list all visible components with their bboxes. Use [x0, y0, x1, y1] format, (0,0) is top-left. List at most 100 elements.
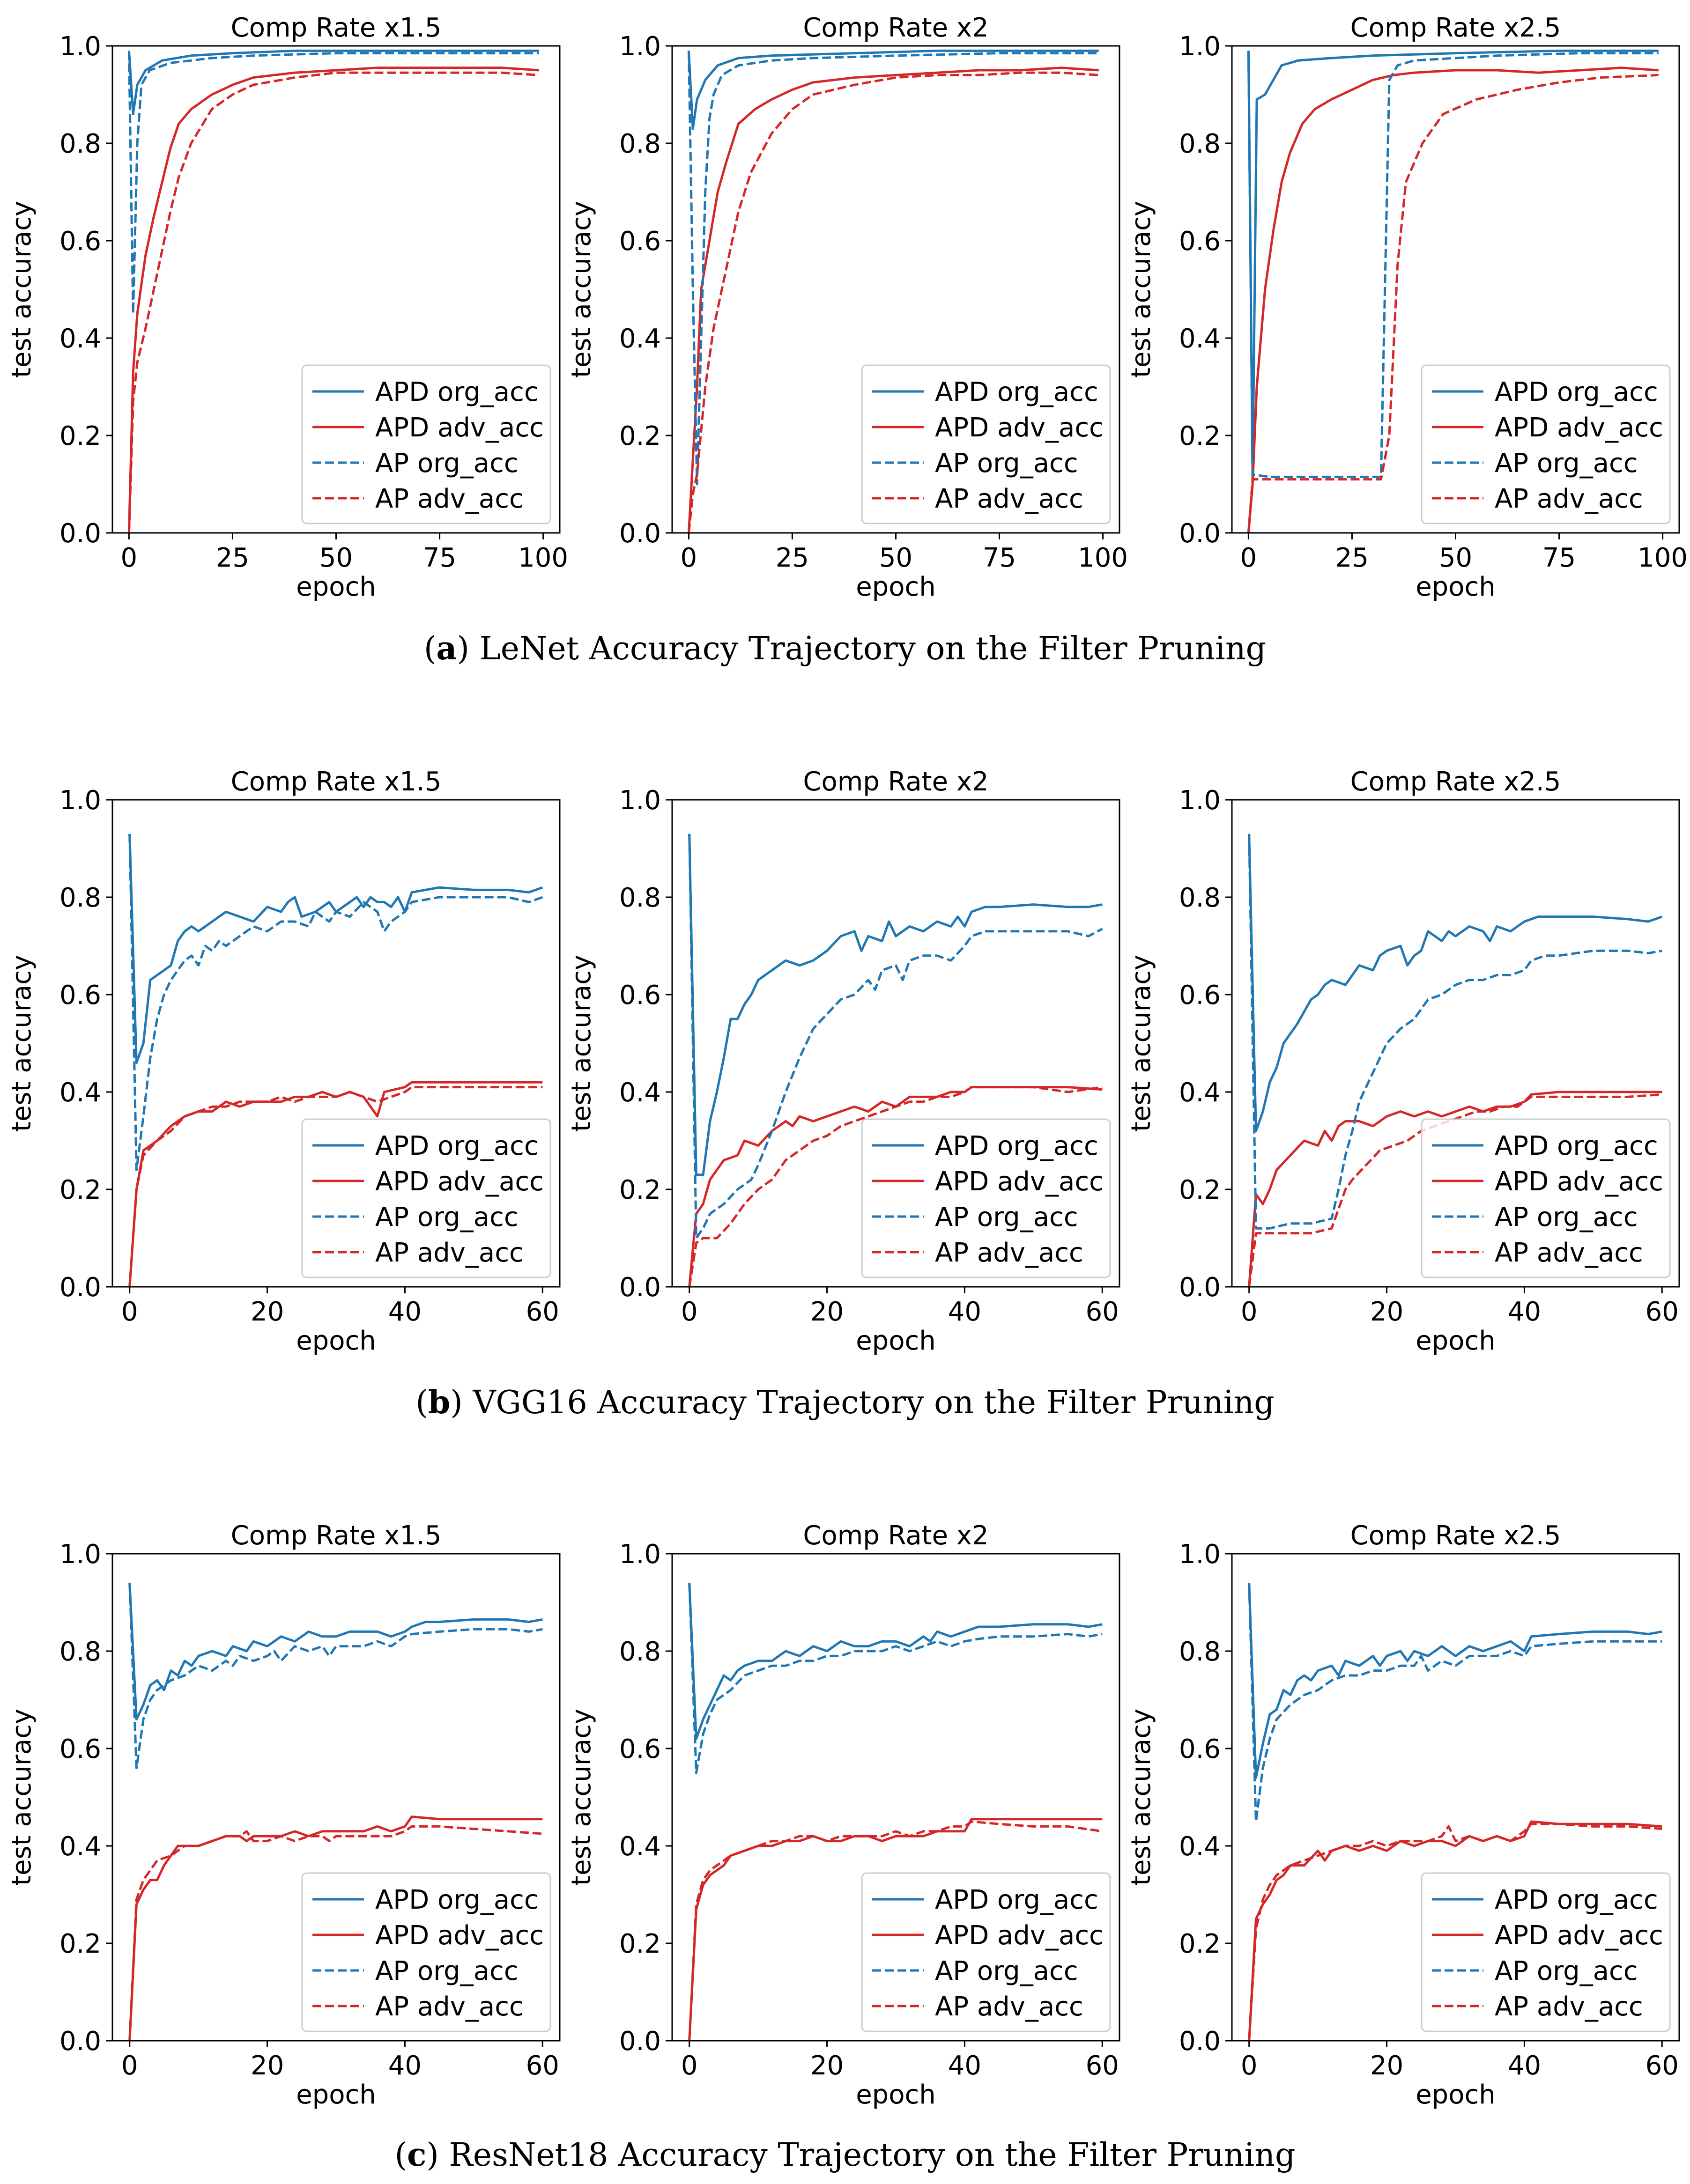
- axes-frame: [1231, 799, 1680, 1288]
- y-tick-label: 1.0: [619, 785, 661, 816]
- legend: APD org_acc APD adv_acc AP org_acc AP adv_a…: [861, 1872, 1111, 2032]
- x-tick-label: 40: [1508, 2051, 1541, 2081]
- y-tick-label: 0.8: [619, 1637, 661, 1667]
- legend-label: APD adv_acc: [375, 413, 544, 443]
- legend-label: AP org_acc: [935, 1956, 1078, 1986]
- y-tick-label: 0.0: [619, 2026, 661, 2057]
- chart-panel-6: 0 20 40 60 0.0 0.2 0.4 0.6 0.8 1.0 Comp Rate x2.5 e…: [1126, 767, 1680, 1356]
- series-line-apd-adv-acc: [1247, 66, 1659, 533]
- y-tick-label: 0.6: [59, 980, 101, 1011]
- y-tick-label: 0.6: [1179, 1734, 1221, 1764]
- x-axis-label: epoch: [856, 2080, 936, 2110]
- y-tick-label: 0.8: [59, 883, 101, 913]
- series-group: [128, 834, 543, 1287]
- y-tick-label: 0.4: [59, 1077, 101, 1108]
- y-tick-label: 0.6: [619, 226, 661, 257]
- legend-label: APD org_acc: [375, 1131, 539, 1161]
- y-tick-label: 0.2: [1179, 1175, 1221, 1205]
- legend-label: AP adv_acc: [935, 1992, 1083, 2022]
- legend-label: AP org_acc: [375, 1956, 519, 1986]
- legend: APD org_acc APD adv_acc AP org_acc AP adv_a…: [861, 364, 1111, 524]
- series-line-apd-org-acc: [127, 49, 539, 116]
- legend-label: APD adv_acc: [1495, 1166, 1663, 1197]
- chart-title: Comp Rate x1.5: [231, 13, 442, 43]
- series-line-ap-adv-acc: [688, 1820, 1103, 2041]
- series-line-ap-org-acc: [128, 834, 543, 1171]
- y-tick-label: 0.8: [1179, 883, 1221, 913]
- chart-title: Comp Rate x1.5: [231, 1520, 442, 1551]
- chart-panel-9: 0 20 40 60 0.0 0.2 0.4 0.6 0.8 1.0 Comp Rate x2.5 e…: [1126, 1520, 1680, 2110]
- x-tick-label: 40: [1508, 1297, 1541, 1327]
- x-axis-label: epoch: [1416, 2080, 1496, 2110]
- y-tick-label: 0.0: [619, 1272, 661, 1303]
- series-line-ap-org-acc: [128, 1583, 543, 1770]
- legend-label: APD org_acc: [1495, 1131, 1658, 1161]
- legend-label: AP adv_acc: [375, 484, 524, 514]
- x-tick-label: 50: [319, 543, 353, 573]
- chart-title: Comp Rate x2.5: [1350, 767, 1561, 797]
- series-line-ap-org-acc: [687, 51, 1099, 486]
- y-tick-label: 1.0: [1179, 1539, 1221, 1570]
- y-tick-label: 0.0: [59, 2026, 101, 2057]
- x-tick-label: 0: [1241, 1297, 1258, 1327]
- axes-frame: [1231, 1553, 1680, 2042]
- x-tick-label: 60: [526, 2051, 559, 2081]
- legend-label: APD adv_acc: [375, 1166, 544, 1197]
- series-group: [1247, 49, 1659, 533]
- series-line-apd-org-acc: [687, 49, 1099, 130]
- y-tick-label: 0.6: [1179, 226, 1221, 257]
- y-tick-label: 1.0: [1179, 785, 1221, 816]
- caption-a: (a) LeNet Accuracy Trajectory on the Fil…: [423, 630, 1267, 667]
- y-tick-label: 0.8: [619, 883, 661, 913]
- legend: APD org_acc APD adv_acc AP org_acc AP adv_a…: [301, 1872, 551, 2032]
- series-line-ap-adv-acc: [688, 1086, 1103, 1287]
- chart-title: Comp Rate x2: [803, 767, 988, 797]
- x-tick-label: 0: [681, 1297, 698, 1327]
- legend-label: APD adv_acc: [1495, 413, 1663, 443]
- x-tick-label: 60: [1086, 2051, 1119, 2081]
- legend-label: AP org_acc: [1495, 1956, 1638, 1986]
- series-line-ap-org-acc: [688, 834, 1103, 1240]
- series-line-apd-org-acc: [688, 834, 1103, 1176]
- series-line-apd-adv-acc: [128, 1815, 543, 2041]
- y-tick-label: 0.8: [1179, 1637, 1221, 1667]
- y-tick-label: 0.2: [59, 1929, 101, 1959]
- chart-panel-7: 0 20 40 60 0.0 0.2 0.4 0.6 0.8 1.0 Comp Rate x1.5 e…: [7, 1520, 561, 2110]
- legend-label: AP adv_acc: [1495, 484, 1643, 514]
- x-tick-label: 100: [1078, 543, 1128, 573]
- legend-label: APD adv_acc: [1495, 1920, 1663, 1951]
- legend-label: APD org_acc: [935, 1131, 1098, 1161]
- y-axis-label: test accuracy: [7, 201, 37, 378]
- legend-label: APD org_acc: [375, 377, 539, 407]
- x-tick-label: 20: [1370, 1297, 1403, 1327]
- y-tick-label: 0.0: [619, 518, 661, 549]
- y-tick-label: 0.0: [1179, 1272, 1221, 1303]
- legend-label: AP adv_acc: [935, 1238, 1083, 1268]
- series-group: [127, 49, 539, 533]
- legend-box: [861, 1872, 1111, 2032]
- legend-label: AP adv_acc: [375, 1238, 524, 1268]
- legend-label: APD org_acc: [1495, 377, 1658, 407]
- legend-box: [861, 364, 1111, 524]
- legend-label: APD org_acc: [375, 1885, 539, 1915]
- chart-title: Comp Rate x2.5: [1350, 13, 1561, 43]
- legend-label: AP org_acc: [375, 1202, 519, 1232]
- y-tick-label: 0.8: [1179, 129, 1221, 159]
- y-tick-label: 0.2: [619, 421, 661, 451]
- legend: APD org_acc APD adv_acc AP org_acc AP adv_a…: [1421, 364, 1671, 524]
- chart-title: Comp Rate x1.5: [231, 767, 442, 797]
- y-tick-label: 1.0: [59, 785, 101, 816]
- y-tick-label: 0.6: [59, 1734, 101, 1764]
- x-tick-label: 100: [518, 543, 568, 573]
- legend-label: APD adv_acc: [935, 1166, 1104, 1197]
- series-line-ap-adv-acc: [687, 71, 1099, 533]
- legend-label: APD org_acc: [1495, 1885, 1658, 1915]
- chart-panel-1: 0 25 50 75 100 0.0 0.2 0.4 0.6 0.8 1.0 Comp Rate x1…: [7, 13, 568, 602]
- chart-title: Comp Rate x2: [803, 13, 988, 43]
- chart-panel-4: 0 20 40 60 0.0 0.2 0.4 0.6 0.8 1.0 Comp Rate x1.5 e…: [7, 767, 561, 1356]
- x-tick-label: 0: [121, 543, 138, 573]
- axes-frame: [111, 1553, 561, 2042]
- x-tick-label: 60: [526, 1297, 559, 1327]
- series-line-apd-adv-acc: [1248, 1820, 1662, 2041]
- axes-frame: [671, 799, 1120, 1288]
